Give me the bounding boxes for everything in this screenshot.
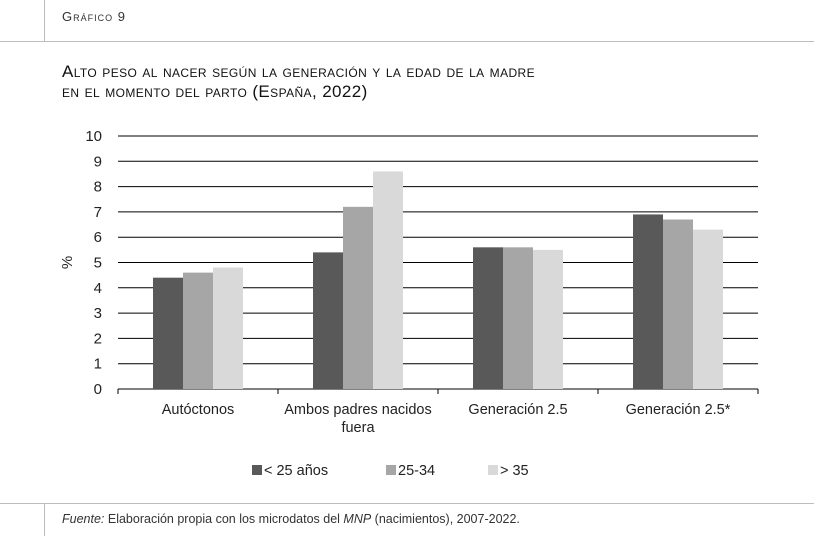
bar xyxy=(533,249,563,389)
bar xyxy=(503,247,533,389)
y-tick-label: 4 xyxy=(94,280,102,297)
figure-label: Gráfico 9 xyxy=(62,9,126,24)
y-tick-label: 8 xyxy=(94,179,102,196)
legend-label: > 35 xyxy=(500,463,529,479)
y-tick-label: 0 xyxy=(94,381,102,398)
footer-divider xyxy=(0,503,814,504)
bar xyxy=(313,252,343,389)
y-tick-label: 2 xyxy=(94,330,102,347)
x-category-label: Autóctonos xyxy=(162,402,235,418)
bar xyxy=(183,272,213,389)
y-tick-label: 3 xyxy=(94,305,102,322)
y-tick-label: 6 xyxy=(94,229,102,246)
source-prefix: Fuente: xyxy=(62,512,105,526)
legend-label: 25-34 xyxy=(398,463,435,479)
y-tick-label: 9 xyxy=(94,153,102,170)
x-category-label: Generación 2.5* xyxy=(626,402,731,418)
header-margin-line xyxy=(44,0,45,42)
bar xyxy=(373,171,403,389)
x-category-label: fuera xyxy=(341,420,375,436)
legend-swatch xyxy=(488,465,498,475)
bar-chart: 0 1 2 3 4 5 6 7 8 9 10% Autóctonos Ambos padres naci… xyxy=(59,128,759,479)
bar xyxy=(213,267,243,389)
y-tick-label: 7 xyxy=(94,204,102,221)
source-note: Fuente: Elaboración propia con los micro… xyxy=(62,512,520,526)
bar xyxy=(473,247,503,389)
legend-label: < 25 años xyxy=(264,463,328,479)
bar xyxy=(633,214,663,389)
legend-swatch xyxy=(386,465,396,475)
y-tick-label: 1 xyxy=(94,356,102,373)
header-divider xyxy=(0,41,814,42)
source-text-b: (nacimientos), 2007-2022. xyxy=(371,512,520,526)
y-axis-label: % xyxy=(59,256,76,269)
y-tick-label: 10 xyxy=(85,128,102,145)
y-tick-label: 5 xyxy=(94,255,102,272)
bar xyxy=(663,219,693,389)
bar xyxy=(343,206,373,389)
x-category-label: Ambos padres nacidos xyxy=(284,402,432,418)
x-category-label: Generación 2.5 xyxy=(468,402,567,418)
chart-title: Alto peso al nacer según la generación y… xyxy=(62,62,742,102)
bar xyxy=(693,229,723,389)
source-em: MNP xyxy=(343,512,372,526)
legend-swatch xyxy=(252,465,262,475)
chart-title-line-1: Alto peso al nacer según la generación y… xyxy=(62,62,536,81)
bar xyxy=(153,277,183,389)
source-text-a: Elaboración propia con los microdatos de… xyxy=(104,512,344,526)
footer-margin-line xyxy=(44,503,45,536)
chart-title-line-2: en el momento del parto (España, 2022) xyxy=(62,82,368,101)
